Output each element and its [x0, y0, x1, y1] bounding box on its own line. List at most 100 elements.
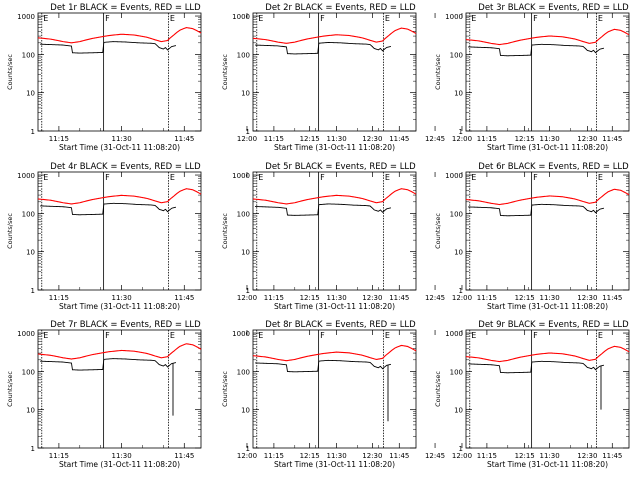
lld-series-line [465, 28, 630, 46]
event-marker-label: F [105, 173, 110, 182]
event-marker-label: E [598, 14, 603, 23]
y-tick-label: 10 [26, 407, 35, 415]
x-tick-label: 11:30 [326, 452, 346, 460]
x-tick-label: 12:00 [452, 294, 472, 302]
x-tick-label: 12:30 [577, 452, 597, 460]
lld-series-line [37, 343, 202, 360]
event-marker-label: E [598, 331, 603, 340]
event-marker-label: E [170, 173, 175, 182]
x-tick-label: 11:15 [477, 135, 497, 143]
y-tick-label: 100 [237, 210, 250, 218]
event-marker-label: F [320, 14, 325, 23]
x-tick-label: 11:45 [174, 294, 194, 302]
plot-frame [252, 329, 417, 449]
lld-series-line [37, 27, 202, 44]
y-axis-label: Counts/sec [6, 54, 14, 90]
y-tick-label: 1 [246, 128, 250, 136]
x-tick-label: 12:30 [362, 294, 382, 302]
x-axis-label: Start Time (31-Oct-11 11:08:20) [59, 302, 180, 311]
events-series-line [40, 202, 177, 216]
x-tick-label: 12:15 [515, 452, 535, 460]
event-marker-label: E [598, 173, 603, 182]
event-marker-label: E [258, 14, 263, 23]
x-tick-label: 11:45 [174, 135, 194, 143]
y-tick-label: 1000 [232, 13, 250, 21]
x-tick-label: 11:30 [111, 294, 131, 302]
x-tick-label: 11:45 [389, 294, 409, 302]
x-tick-label: 11:15 [264, 135, 284, 143]
x-tick-label: 11:45 [602, 452, 622, 460]
panel-title: Det 2r BLACK = Events, RED = LLD [265, 3, 416, 13]
event-marker-label: E [258, 331, 263, 340]
lld-series-line [252, 344, 417, 362]
y-tick-label: 1000 [445, 13, 463, 21]
x-tick-label: 12:45 [425, 135, 445, 143]
panel-title: Det 4r BLACK = Events, RED = LLD [50, 162, 201, 172]
events-series-line [468, 43, 605, 57]
event-marker-label: E [170, 331, 175, 340]
panel-title: Det 8r BLACK = Events, RED = LLD [265, 320, 416, 330]
x-tick-label: 12:00 [237, 294, 257, 302]
lld-series-line [465, 345, 630, 363]
y-tick-label: 1 [31, 445, 35, 453]
y-tick-label: 1 [31, 128, 35, 136]
y-tick-label: 100 [450, 210, 463, 218]
event-marker-label: E [385, 173, 390, 182]
y-tick-label: 1000 [232, 330, 250, 338]
x-tick-label: 12:15 [300, 452, 320, 460]
events-series-line [468, 360, 605, 374]
y-axis-label: Counts/sec [221, 371, 229, 407]
y-tick-label: 10 [241, 90, 250, 98]
lld-series-line [465, 188, 630, 206]
y-tick-label: 100 [22, 368, 35, 376]
x-tick-label: 11:45 [174, 452, 194, 460]
y-tick-label: 1000 [445, 172, 463, 180]
plot-frame [465, 12, 630, 132]
y-tick-label: 1000 [17, 13, 35, 21]
x-tick-label: 12:30 [577, 294, 597, 302]
y-axis-label: Counts/sec [434, 54, 442, 90]
x-tick-label: 11:45 [389, 452, 409, 460]
x-tick-label: 12:30 [362, 135, 382, 143]
events-series-line [468, 203, 605, 217]
detector-panel-4: Det 4r BLACK = Events, RED = LLD Counts/s… [6, 162, 445, 311]
x-axis-label: Start Time (31-Oct-11 11:08:20) [487, 460, 608, 469]
event-marker-label: F [533, 14, 538, 23]
x-tick-label: 12:45 [425, 452, 445, 460]
detector-panel-7: Det 7r BLACK = Events, RED = LLD Counts/s… [6, 320, 445, 469]
y-tick-label: 1000 [17, 172, 35, 180]
panel-title: Det 3r BLACK = Events, RED = LLD [478, 3, 629, 13]
event-marker-label: F [320, 331, 325, 340]
y-tick-label: 10 [454, 249, 463, 257]
x-tick-label: 11:30 [111, 135, 131, 143]
event-marker-label: F [105, 331, 110, 340]
y-axis-label: Counts/sec [434, 213, 442, 249]
y-tick-label: 1 [459, 128, 463, 136]
y-tick-label: 1 [246, 287, 250, 295]
y-tick-label: 100 [237, 368, 250, 376]
panel-title: Det 7r BLACK = Events, RED = LLD [50, 320, 201, 330]
x-tick-label: 11:15 [49, 452, 69, 460]
lld-series-line [252, 188, 417, 205]
y-tick-label: 1 [459, 445, 463, 453]
x-tick-label: 11:30 [326, 135, 346, 143]
events-series-line [255, 42, 392, 55]
panel-title: Det 1r BLACK = Events, RED = LLD [50, 3, 201, 13]
event-marker-label: E [471, 331, 476, 340]
plot-frame [465, 329, 630, 449]
event-marker-label: E [43, 14, 48, 23]
y-tick-label: 1000 [17, 330, 35, 338]
x-tick-label: 12:00 [452, 135, 472, 143]
y-tick-label: 1 [459, 287, 463, 295]
detector-panel-6: Det 6r BLACK = Events, RED = LLD Counts/s… [434, 162, 630, 311]
detector-panel-9: Det 9r BLACK = Events, RED = LLD Counts/s… [434, 320, 630, 469]
plot-frame [37, 12, 202, 132]
y-axis-label: Counts/sec [434, 371, 442, 407]
y-tick-label: 10 [454, 407, 463, 415]
event-marker-label: E [43, 173, 48, 182]
x-tick-label: 11:30 [539, 452, 559, 460]
x-axis-label: Start Time (31-Oct-11 11:08:20) [487, 143, 608, 152]
y-axis-label: Counts/sec [6, 213, 14, 249]
x-tick-label: 11:15 [264, 452, 284, 460]
